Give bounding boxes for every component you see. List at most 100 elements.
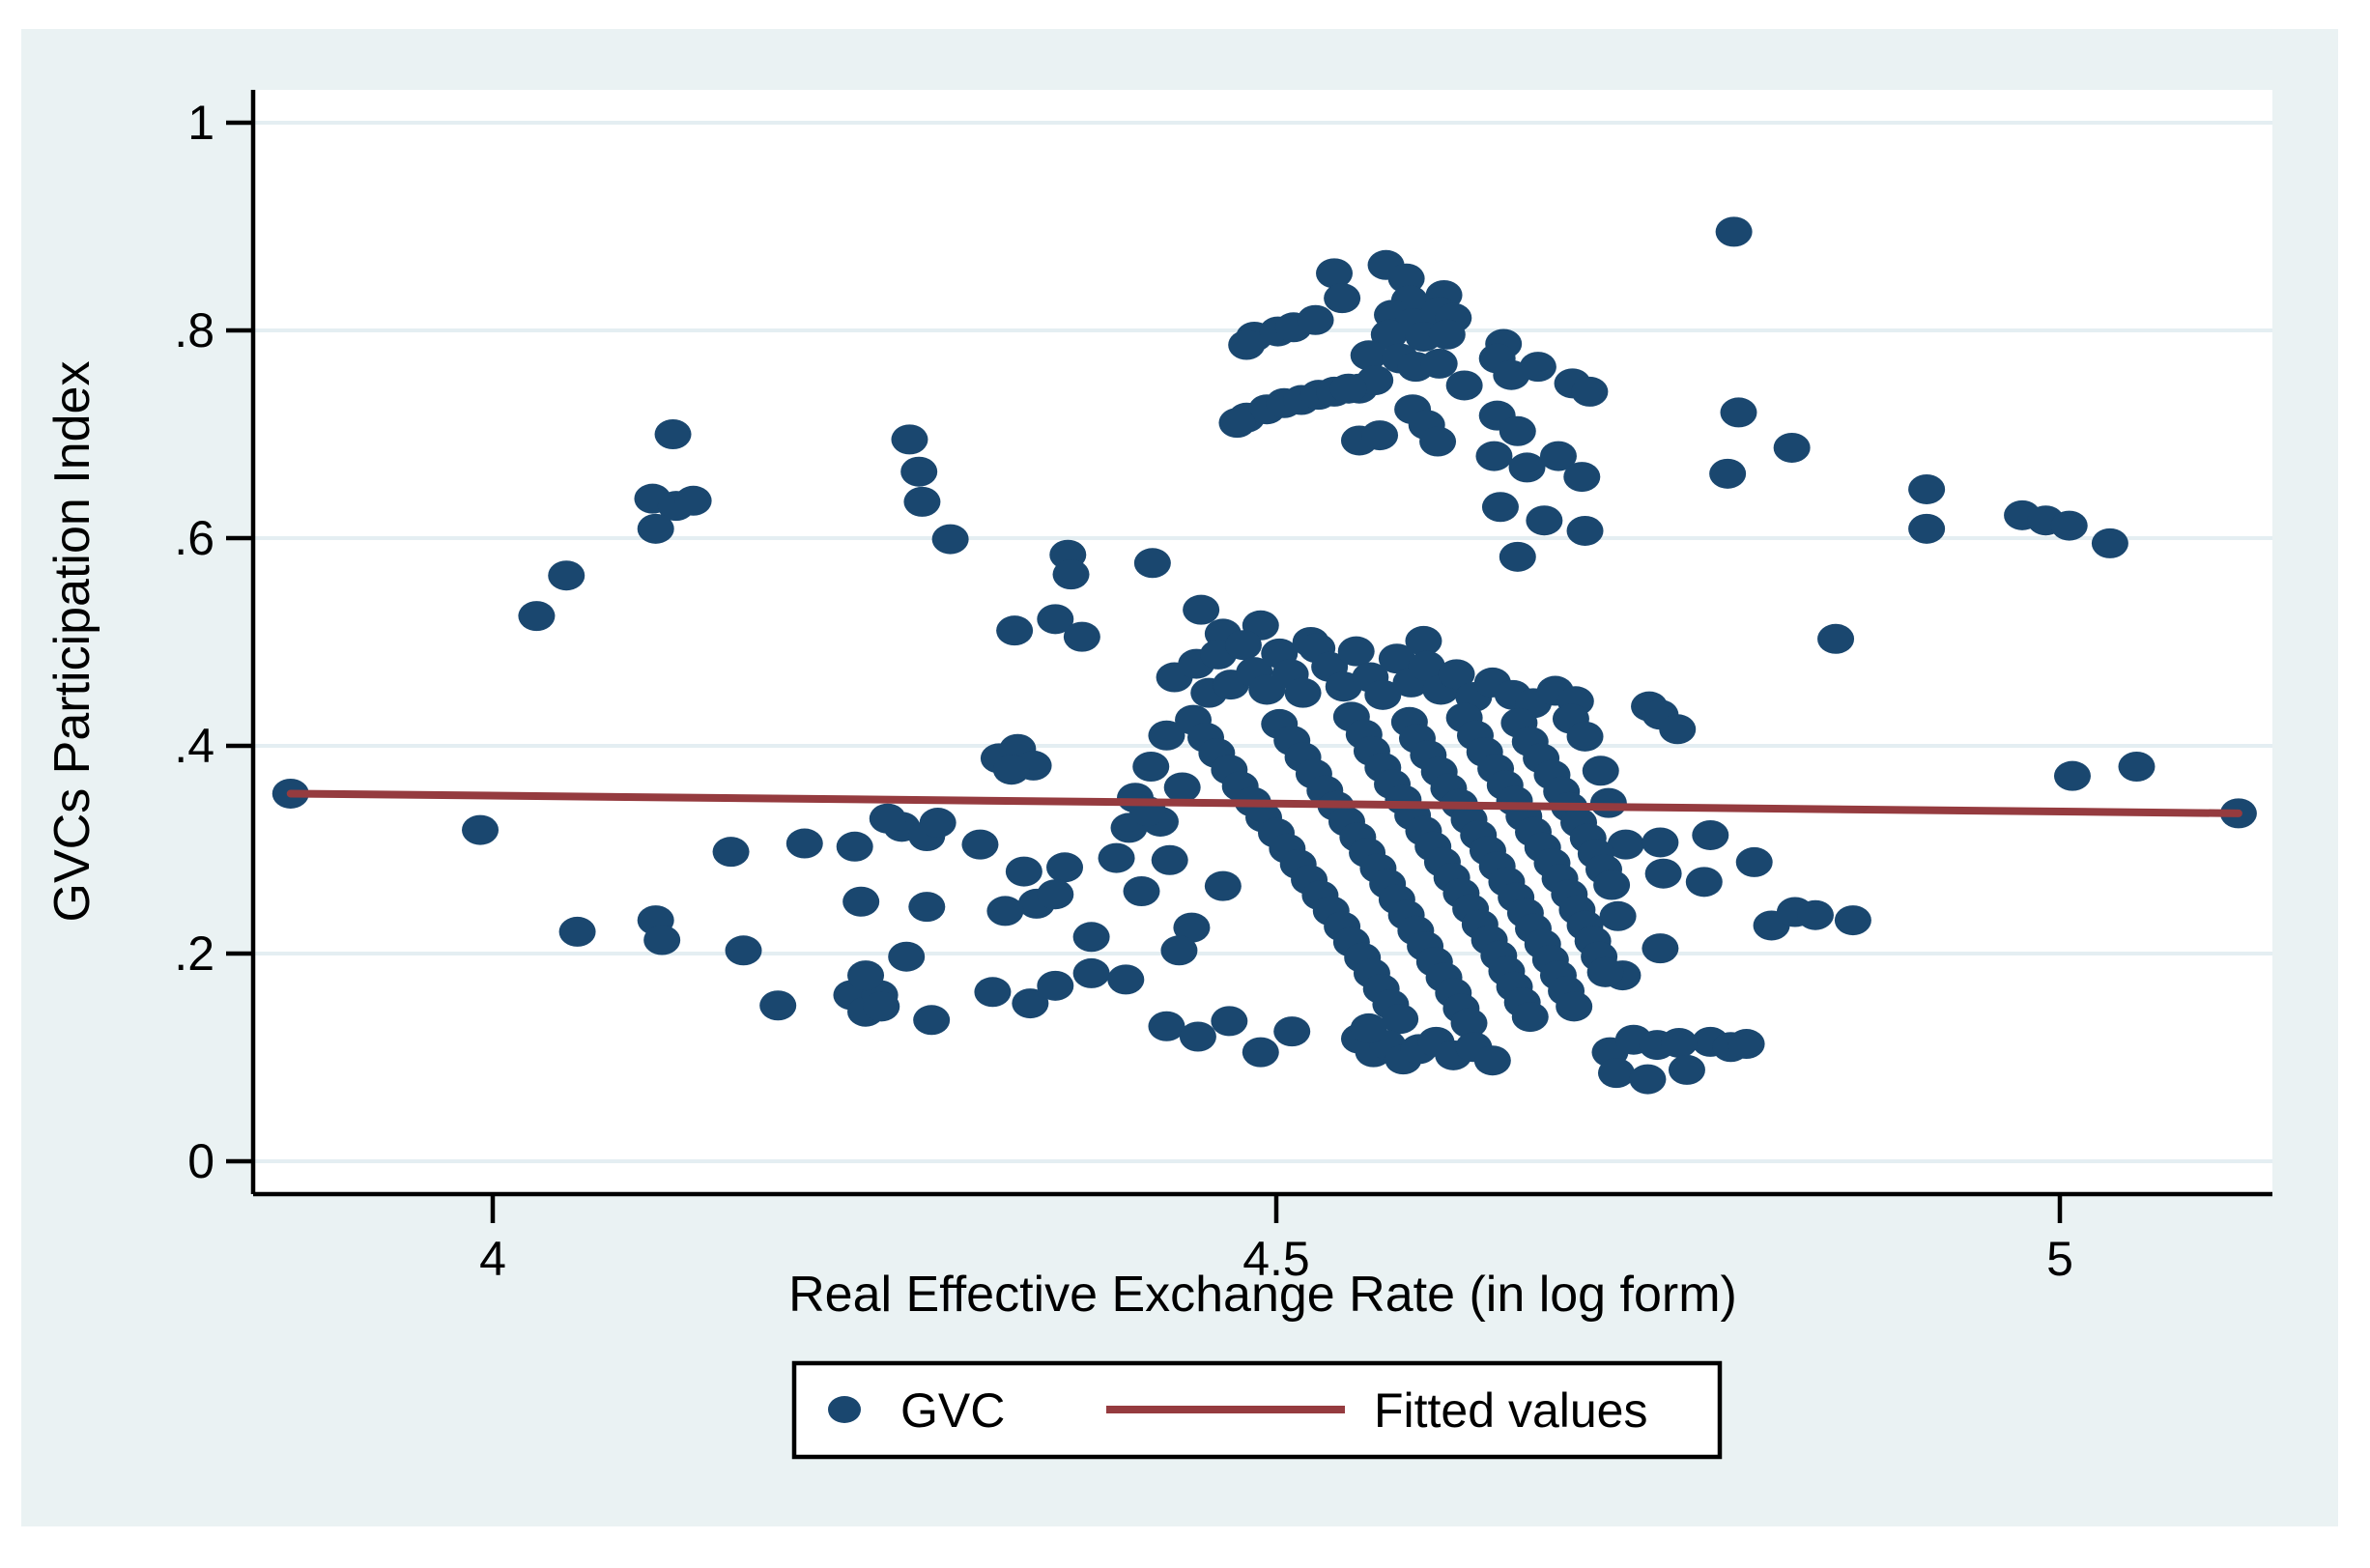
- data-point: [1642, 933, 1679, 964]
- y-tick-label-.8: .8: [174, 303, 214, 357]
- data-point: [1735, 846, 1773, 877]
- data-point: [869, 803, 906, 834]
- data-point: [1629, 1064, 1667, 1095]
- data-point: [1324, 283, 1361, 314]
- data-point: [2118, 752, 2156, 782]
- y-tick-label-1: 1: [187, 96, 214, 150]
- data-point: [1387, 263, 1425, 294]
- scatter-points: [271, 216, 2257, 1095]
- data-point: [986, 896, 1024, 927]
- data-point: [1378, 643, 1415, 674]
- y-tick-label-.4: .4: [174, 719, 214, 773]
- data-point: [1499, 415, 1536, 446]
- data-point: [1566, 515, 1604, 546]
- data-point: [1052, 559, 1090, 590]
- data-point: [847, 960, 885, 991]
- data-point: [974, 977, 1012, 1008]
- data-point: [1526, 505, 1563, 536]
- data-point: [1408, 650, 1445, 681]
- data-point: [888, 941, 926, 972]
- data-point: [1419, 426, 1457, 457]
- data-point: [1405, 625, 1442, 656]
- data-point: [2091, 527, 2128, 558]
- data-point: [548, 560, 585, 591]
- data-point: [637, 513, 674, 544]
- data-point: [1644, 858, 1682, 889]
- data-point: [1218, 408, 1256, 439]
- data-point: [1556, 991, 1593, 1022]
- data-point: [1273, 1016, 1311, 1047]
- data-point: [1519, 352, 1556, 383]
- data-point: [1607, 829, 1644, 860]
- data-point: [1834, 905, 1871, 936]
- fitted-regression-line: [286, 789, 2242, 817]
- data-point: [1582, 755, 1619, 786]
- data-point: [1163, 772, 1201, 803]
- data-point: [992, 755, 1030, 785]
- data-point: [842, 886, 880, 917]
- data-point: [996, 615, 1034, 646]
- data-point: [1072, 957, 1110, 988]
- data-point: [1692, 819, 1729, 850]
- data-point: [1539, 441, 1577, 471]
- data-point: [1148, 1011, 1185, 1041]
- data-point: [1593, 870, 1631, 900]
- data-point: [1160, 935, 1198, 966]
- data-point: [1242, 1037, 1279, 1068]
- data-point: [1350, 1012, 1387, 1043]
- data-point: [1475, 441, 1513, 471]
- data-point: [1350, 340, 1387, 371]
- data-point: [1508, 452, 1546, 483]
- data-point: [1589, 787, 1627, 818]
- legend-fitted-values-label: Fitted values: [1374, 1383, 1647, 1438]
- data-point: [518, 601, 556, 632]
- data-point: [1908, 473, 1946, 504]
- data-point: [1123, 876, 1160, 906]
- data-point: [1659, 714, 1697, 745]
- data-point: [1228, 329, 1266, 360]
- data-point: [1773, 432, 1811, 463]
- data-point: [1571, 376, 1609, 407]
- data-point: [1173, 912, 1211, 943]
- data-point: [1428, 319, 1466, 350]
- data-point: [1668, 1054, 1705, 1085]
- data-point: [1586, 956, 1624, 987]
- y-tick-label-.6: .6: [174, 511, 214, 565]
- data-point: [919, 808, 957, 839]
- data-point: [785, 828, 823, 859]
- data-point: [674, 485, 712, 516]
- data-point: [1728, 1029, 1765, 1060]
- data-point: [1445, 370, 1483, 401]
- y-tick-label-.2: .2: [174, 927, 214, 981]
- gridlines: [253, 121, 2272, 1163]
- fitted-line: [286, 789, 2242, 817]
- data-point: [1133, 548, 1171, 579]
- data-point: [1908, 513, 1946, 544]
- data-point: [558, 916, 596, 947]
- data-point: [1183, 594, 1220, 625]
- data-point: [462, 814, 500, 845]
- data-point: [1037, 970, 1074, 1001]
- data-point: [654, 419, 692, 449]
- data-point: [2050, 510, 2088, 541]
- data-point: [1796, 899, 1834, 930]
- legend-gvc-label: GVC: [900, 1383, 1005, 1438]
- data-point: [1224, 630, 1262, 661]
- data-point: [1817, 623, 1855, 654]
- data-point: [1382, 1004, 1419, 1035]
- data-point: [1329, 373, 1367, 404]
- data-point: [913, 1005, 951, 1036]
- y-tick-label-0: 0: [187, 1134, 214, 1188]
- data-point: [643, 925, 681, 955]
- data-point: [961, 829, 999, 860]
- legend-gvc-marker-icon: [828, 1396, 861, 1423]
- data-point: [1297, 304, 1334, 335]
- data-point: [1063, 621, 1100, 652]
- data-point: [1450, 1008, 1488, 1039]
- x-tick-label-4.5: 4.5: [1242, 1232, 1310, 1286]
- data-point: [1204, 870, 1242, 901]
- y-axis-ticks: 0 .2 .4 .6 .8 1: [174, 96, 253, 1188]
- x-axis-ticks: 4 4.5 5: [479, 1194, 2073, 1286]
